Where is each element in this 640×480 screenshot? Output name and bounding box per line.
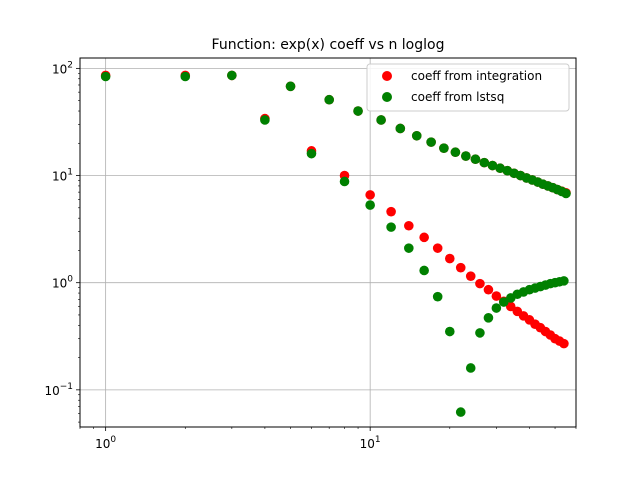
data-point [324,94,334,105]
data-point [455,262,466,273]
y-tick-label: 101 [52,168,73,184]
data-point [339,176,350,187]
data-point [491,291,502,301]
data-point [470,154,481,165]
legend-box [366,63,570,112]
data-point [455,407,466,417]
legend-label-lstsq: coeff from lstsq [411,90,504,104]
data-point [100,71,111,82]
x-tick-label: 100 [95,435,116,451]
y-tick-label: 100 [52,275,73,291]
data-point [561,188,571,199]
data-point [180,71,191,82]
y-ticks: 10−1 100 101 102 [44,60,80,398]
data-point [465,271,476,281]
plot-frame [79,57,577,428]
data-points [100,70,571,417]
data-point [487,160,498,171]
data-point [475,278,485,289]
data-point [395,123,406,134]
data-point [559,276,569,286]
legend-marker-lstsq [382,92,392,102]
data-point [306,148,317,159]
data-point [483,313,494,323]
chart-title: Function: exp(x) coeff vs n loglog [212,37,445,53]
data-point [365,190,375,200]
data-point [461,151,471,161]
data-point [450,147,461,158]
data-point [386,222,396,232]
data-point [491,303,502,313]
data-point [426,137,436,147]
data-point [260,115,270,125]
data-point [475,328,485,338]
data-point [432,291,443,302]
data-point [386,206,396,217]
data-point [419,265,429,276]
minor-ticks [78,72,577,429]
data-point [353,106,363,116]
data-point [432,243,443,253]
data-point [285,81,296,92]
data-point [365,200,375,210]
y-tick-label: 102 [52,60,73,76]
data-point [444,326,455,337]
data-point [404,243,414,253]
data-point [376,115,386,125]
x-tick-label: 101 [360,435,381,451]
data-point [505,301,516,312]
grid-lines [80,58,576,427]
y-tick-label: 10−1 [44,382,73,398]
data-point [227,70,237,81]
data-point [465,363,476,373]
data-point [483,284,494,295]
data-point [498,297,509,307]
x-ticks: 100 101 [95,427,381,451]
data-point [439,143,449,153]
data-point [419,232,429,243]
data-point [404,220,414,231]
data-point [559,338,569,349]
legend-marker-integration [382,71,392,81]
series-lstsq [100,70,571,417]
data-point [444,253,455,264]
legend: coeff from integration coeff from lstsq [366,63,570,112]
data-point [411,130,422,141]
legend-label-integration: coeff from integration [411,69,542,83]
data-point [479,157,490,168]
